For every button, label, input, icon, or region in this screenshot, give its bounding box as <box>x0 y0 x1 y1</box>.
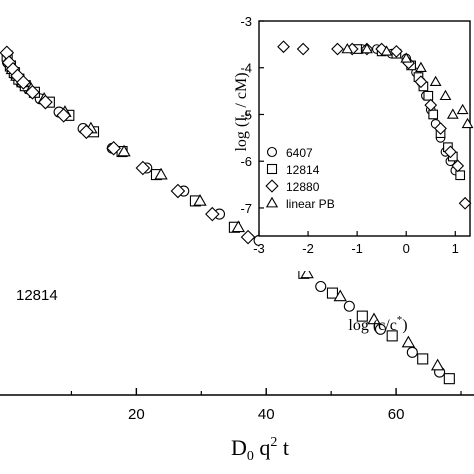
legend-label: linear PB <box>286 197 335 211</box>
main-point-square <box>386 330 398 342</box>
legend-label: 6407 <box>286 146 313 160</box>
main-annotation: 12814 <box>16 287 58 304</box>
inset-chart: -3 -2 -1 0 1 -3 -4 -5 -6 -7 6407 12814 12880 linear… <box>233 14 474 334</box>
inset-y-tick-label: -5 <box>240 107 252 122</box>
main-point-diamond <box>170 183 186 199</box>
inset-point-triangle <box>400 52 413 63</box>
main-x-tick-label: 20 <box>128 406 145 423</box>
main-point-diamond <box>79 124 94 140</box>
inset-y-axis-label: log (Ic / cM) <box>233 72 253 151</box>
legend-label: 12814 <box>286 163 320 177</box>
legend-label: 12880 <box>286 180 320 194</box>
inset-point-diamond <box>296 42 310 56</box>
main-x-axis-label: D0 q2 t <box>231 435 289 464</box>
main-point-square <box>326 287 338 299</box>
main-point-triangle <box>300 266 314 279</box>
main-point-diamond <box>56 108 71 123</box>
main-point-square <box>443 373 455 385</box>
inset-y-tick-label: -6 <box>240 154 252 169</box>
inset-legend: 6407 12814 12880 linear PB <box>265 146 335 211</box>
inset-x-axis: -3 -2 -1 0 1 <box>253 231 459 256</box>
inset-data-points <box>277 40 474 210</box>
legend-marker-square <box>266 163 278 175</box>
inset-point-diamond <box>424 98 438 112</box>
inset-y-axis: -3 -4 -5 -6 -7 <box>240 14 264 216</box>
inset-x-tick-label: -3 <box>253 241 265 256</box>
inset-point-triangle <box>415 61 427 72</box>
inset-point-diamond <box>331 42 344 56</box>
inset-point-triangle <box>461 117 474 129</box>
inset-plot-frame <box>258 20 471 237</box>
inset-point-triangle <box>439 89 452 101</box>
inset-point-diamond <box>434 122 447 135</box>
main-point-diamond <box>16 75 31 90</box>
main-point-square <box>356 310 368 322</box>
inset-x-tick-label: 1 <box>452 241 459 256</box>
legend-marker-diamond <box>265 179 279 193</box>
inset-point-square <box>455 170 466 181</box>
main-point-triangle <box>117 144 131 157</box>
inset-x-tick-label: -2 <box>302 241 314 256</box>
inset-point-diamond <box>451 159 465 173</box>
inset-point-diamond <box>390 45 403 58</box>
inset-point-triangle <box>380 45 393 56</box>
inset-y-tick-label: -4 <box>240 61 252 76</box>
main-point-triangle <box>401 335 416 348</box>
main-point-triangle <box>430 358 445 371</box>
main-point-diamond <box>205 206 220 222</box>
main-point-triangle <box>333 289 347 302</box>
inset-y-tick-label: -3 <box>240 14 252 29</box>
inset-point-triangle <box>456 103 469 115</box>
main-x-axis: 20 40 60 <box>70 388 462 423</box>
main-x-tick-label: 40 <box>258 406 275 423</box>
main-point-triangle <box>193 194 207 206</box>
inset-point-triangle <box>429 75 442 87</box>
inset-point-diamond <box>458 196 472 210</box>
inset-x-tick-label: 0 <box>403 241 410 256</box>
inset-point-triangle <box>446 108 459 119</box>
legend-marker-triangle <box>265 196 279 208</box>
main-point-triangle <box>154 167 168 180</box>
main-point-triangle <box>367 312 381 325</box>
inset-frame-box <box>258 20 471 237</box>
inset-point-square <box>423 90 434 101</box>
inset-y-tick-label: -7 <box>240 201 252 216</box>
main-point-circle <box>315 280 327 293</box>
inset-point-diamond <box>277 40 290 54</box>
main-point-diamond <box>135 160 151 176</box>
main-point-diamond <box>38 94 53 110</box>
legend-marker-circle <box>266 146 278 158</box>
main-point-diamond <box>240 229 256 245</box>
inset-point-diamond <box>414 75 428 89</box>
main-x-tick-label: 60 <box>388 406 405 423</box>
main-point-diamond <box>106 140 121 156</box>
inset-point-diamond <box>444 145 457 159</box>
main-point-circle <box>406 346 418 358</box>
main-point-triangle <box>231 220 245 233</box>
inset-x-axis-label: log (c/c*) <box>348 314 407 334</box>
main-point-circle <box>343 300 355 312</box>
main-point-diamond <box>25 85 40 100</box>
main-point-square <box>417 353 429 365</box>
inset-point-square <box>428 109 439 120</box>
inset-background <box>259 21 473 271</box>
inset-point-triangle <box>361 42 373 54</box>
inset-x-tick-label: -1 <box>351 241 363 256</box>
inset-point-triangle <box>341 42 354 54</box>
main-point-circle <box>374 323 387 335</box>
